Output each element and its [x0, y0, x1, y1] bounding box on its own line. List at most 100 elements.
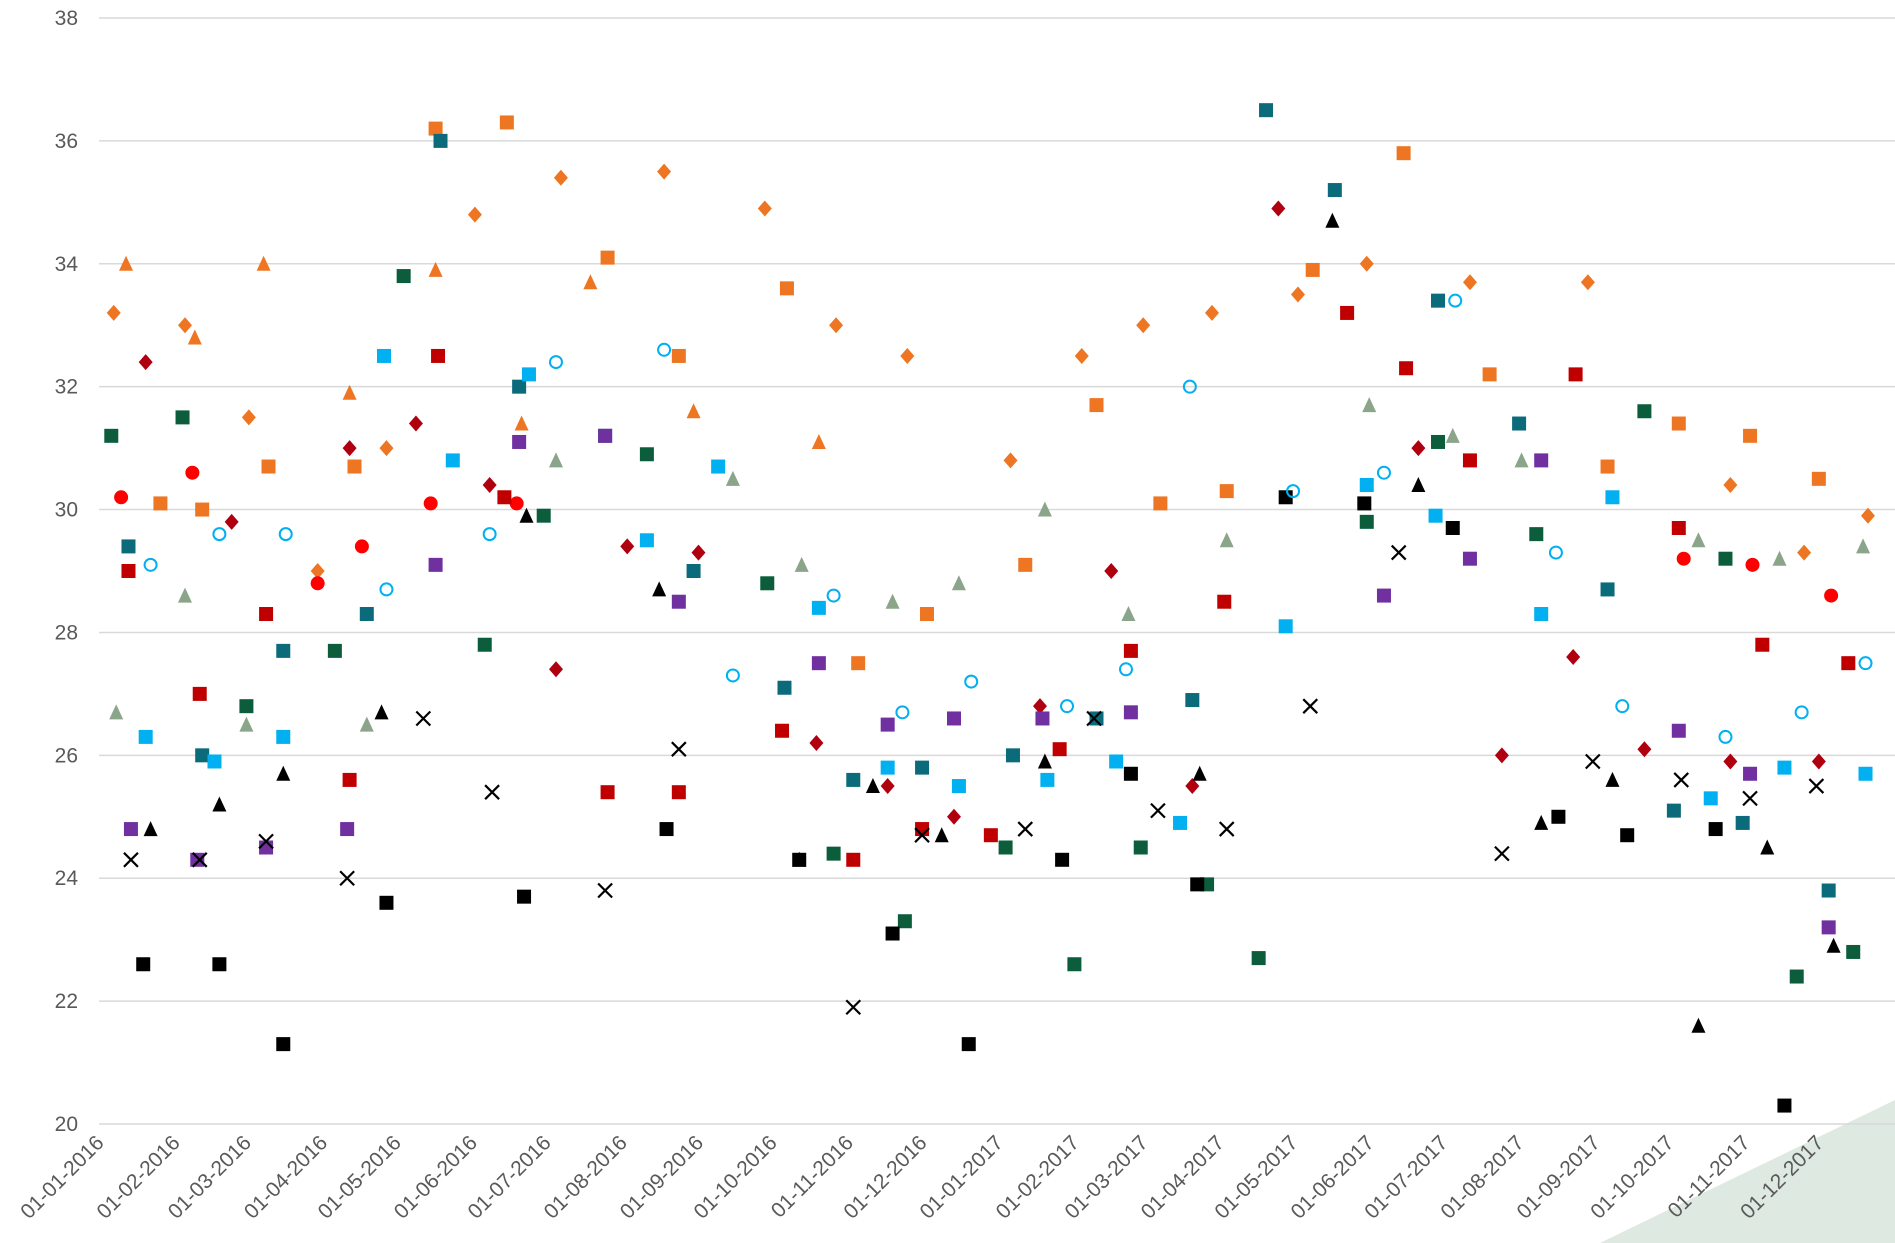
point — [885, 593, 900, 609]
point — [620, 538, 635, 555]
point — [880, 778, 895, 795]
point — [1003, 452, 1018, 469]
point — [1089, 711, 1104, 726]
point — [1494, 845, 1510, 862]
point — [1811, 753, 1826, 770]
point — [433, 133, 448, 148]
point — [1534, 453, 1549, 468]
point — [1204, 304, 1219, 321]
point — [1278, 490, 1293, 505]
point — [671, 594, 686, 609]
point — [224, 513, 239, 530]
y-tick-label: 24 — [55, 867, 79, 890]
point — [1703, 791, 1718, 806]
point — [1359, 514, 1374, 529]
point — [1568, 367, 1583, 382]
point — [1529, 527, 1544, 542]
point — [851, 656, 866, 671]
point — [1821, 920, 1836, 935]
point — [428, 121, 443, 136]
point — [639, 447, 654, 462]
point — [212, 527, 227, 542]
point — [276, 765, 291, 781]
point — [757, 200, 772, 217]
point — [1067, 957, 1082, 972]
y-tick-label: 26 — [55, 744, 78, 767]
point — [880, 717, 895, 732]
point — [1605, 490, 1620, 505]
point — [1035, 711, 1050, 726]
point — [1431, 293, 1446, 308]
point — [583, 274, 598, 290]
point — [760, 576, 775, 591]
point — [1514, 452, 1529, 468]
point — [1411, 476, 1426, 492]
point — [548, 452, 563, 468]
point — [845, 999, 862, 1016]
point — [123, 822, 138, 837]
point — [900, 347, 915, 364]
point — [177, 317, 192, 334]
point — [826, 846, 841, 861]
point — [256, 255, 271, 271]
point — [811, 656, 826, 671]
point — [192, 686, 207, 701]
point — [686, 403, 701, 419]
point — [1691, 532, 1706, 548]
point — [212, 796, 227, 812]
point — [1691, 1017, 1706, 1033]
point — [1777, 760, 1792, 775]
points — [104, 103, 1875, 1113]
point — [1585, 753, 1601, 770]
point — [1182, 379, 1197, 394]
point — [114, 490, 129, 505]
point — [1718, 729, 1733, 744]
point — [499, 115, 514, 130]
point — [1620, 828, 1635, 843]
point — [553, 169, 568, 186]
point — [811, 600, 826, 615]
point — [1089, 398, 1104, 413]
point — [477, 637, 492, 652]
point — [1723, 476, 1738, 493]
point — [310, 563, 325, 579]
point — [1376, 588, 1391, 603]
point — [1005, 748, 1020, 763]
point — [359, 716, 374, 732]
point — [885, 926, 900, 941]
point — [428, 261, 443, 277]
point — [1462, 453, 1477, 468]
point — [428, 557, 443, 572]
point — [964, 674, 979, 689]
point — [536, 508, 551, 523]
point — [1305, 262, 1320, 277]
point — [195, 748, 210, 763]
point — [998, 840, 1013, 855]
point — [1821, 883, 1836, 898]
point — [846, 772, 861, 787]
point — [1359, 477, 1374, 492]
point — [1858, 656, 1873, 671]
point — [897, 914, 912, 929]
point — [1676, 551, 1691, 566]
point — [327, 643, 342, 658]
point — [548, 661, 563, 678]
point — [548, 355, 563, 370]
point — [659, 822, 674, 837]
point — [109, 704, 124, 720]
point — [1074, 347, 1089, 364]
point — [1278, 619, 1293, 634]
point — [519, 507, 534, 523]
point — [1121, 606, 1136, 622]
point — [187, 329, 202, 345]
point — [1708, 822, 1723, 837]
y-tick-label: 36 — [55, 130, 78, 153]
point — [1826, 937, 1841, 953]
point — [1286, 484, 1301, 499]
point — [379, 895, 394, 910]
point — [1376, 465, 1391, 480]
point — [482, 527, 497, 542]
point — [1032, 698, 1047, 715]
point — [359, 607, 374, 622]
point — [207, 754, 222, 769]
